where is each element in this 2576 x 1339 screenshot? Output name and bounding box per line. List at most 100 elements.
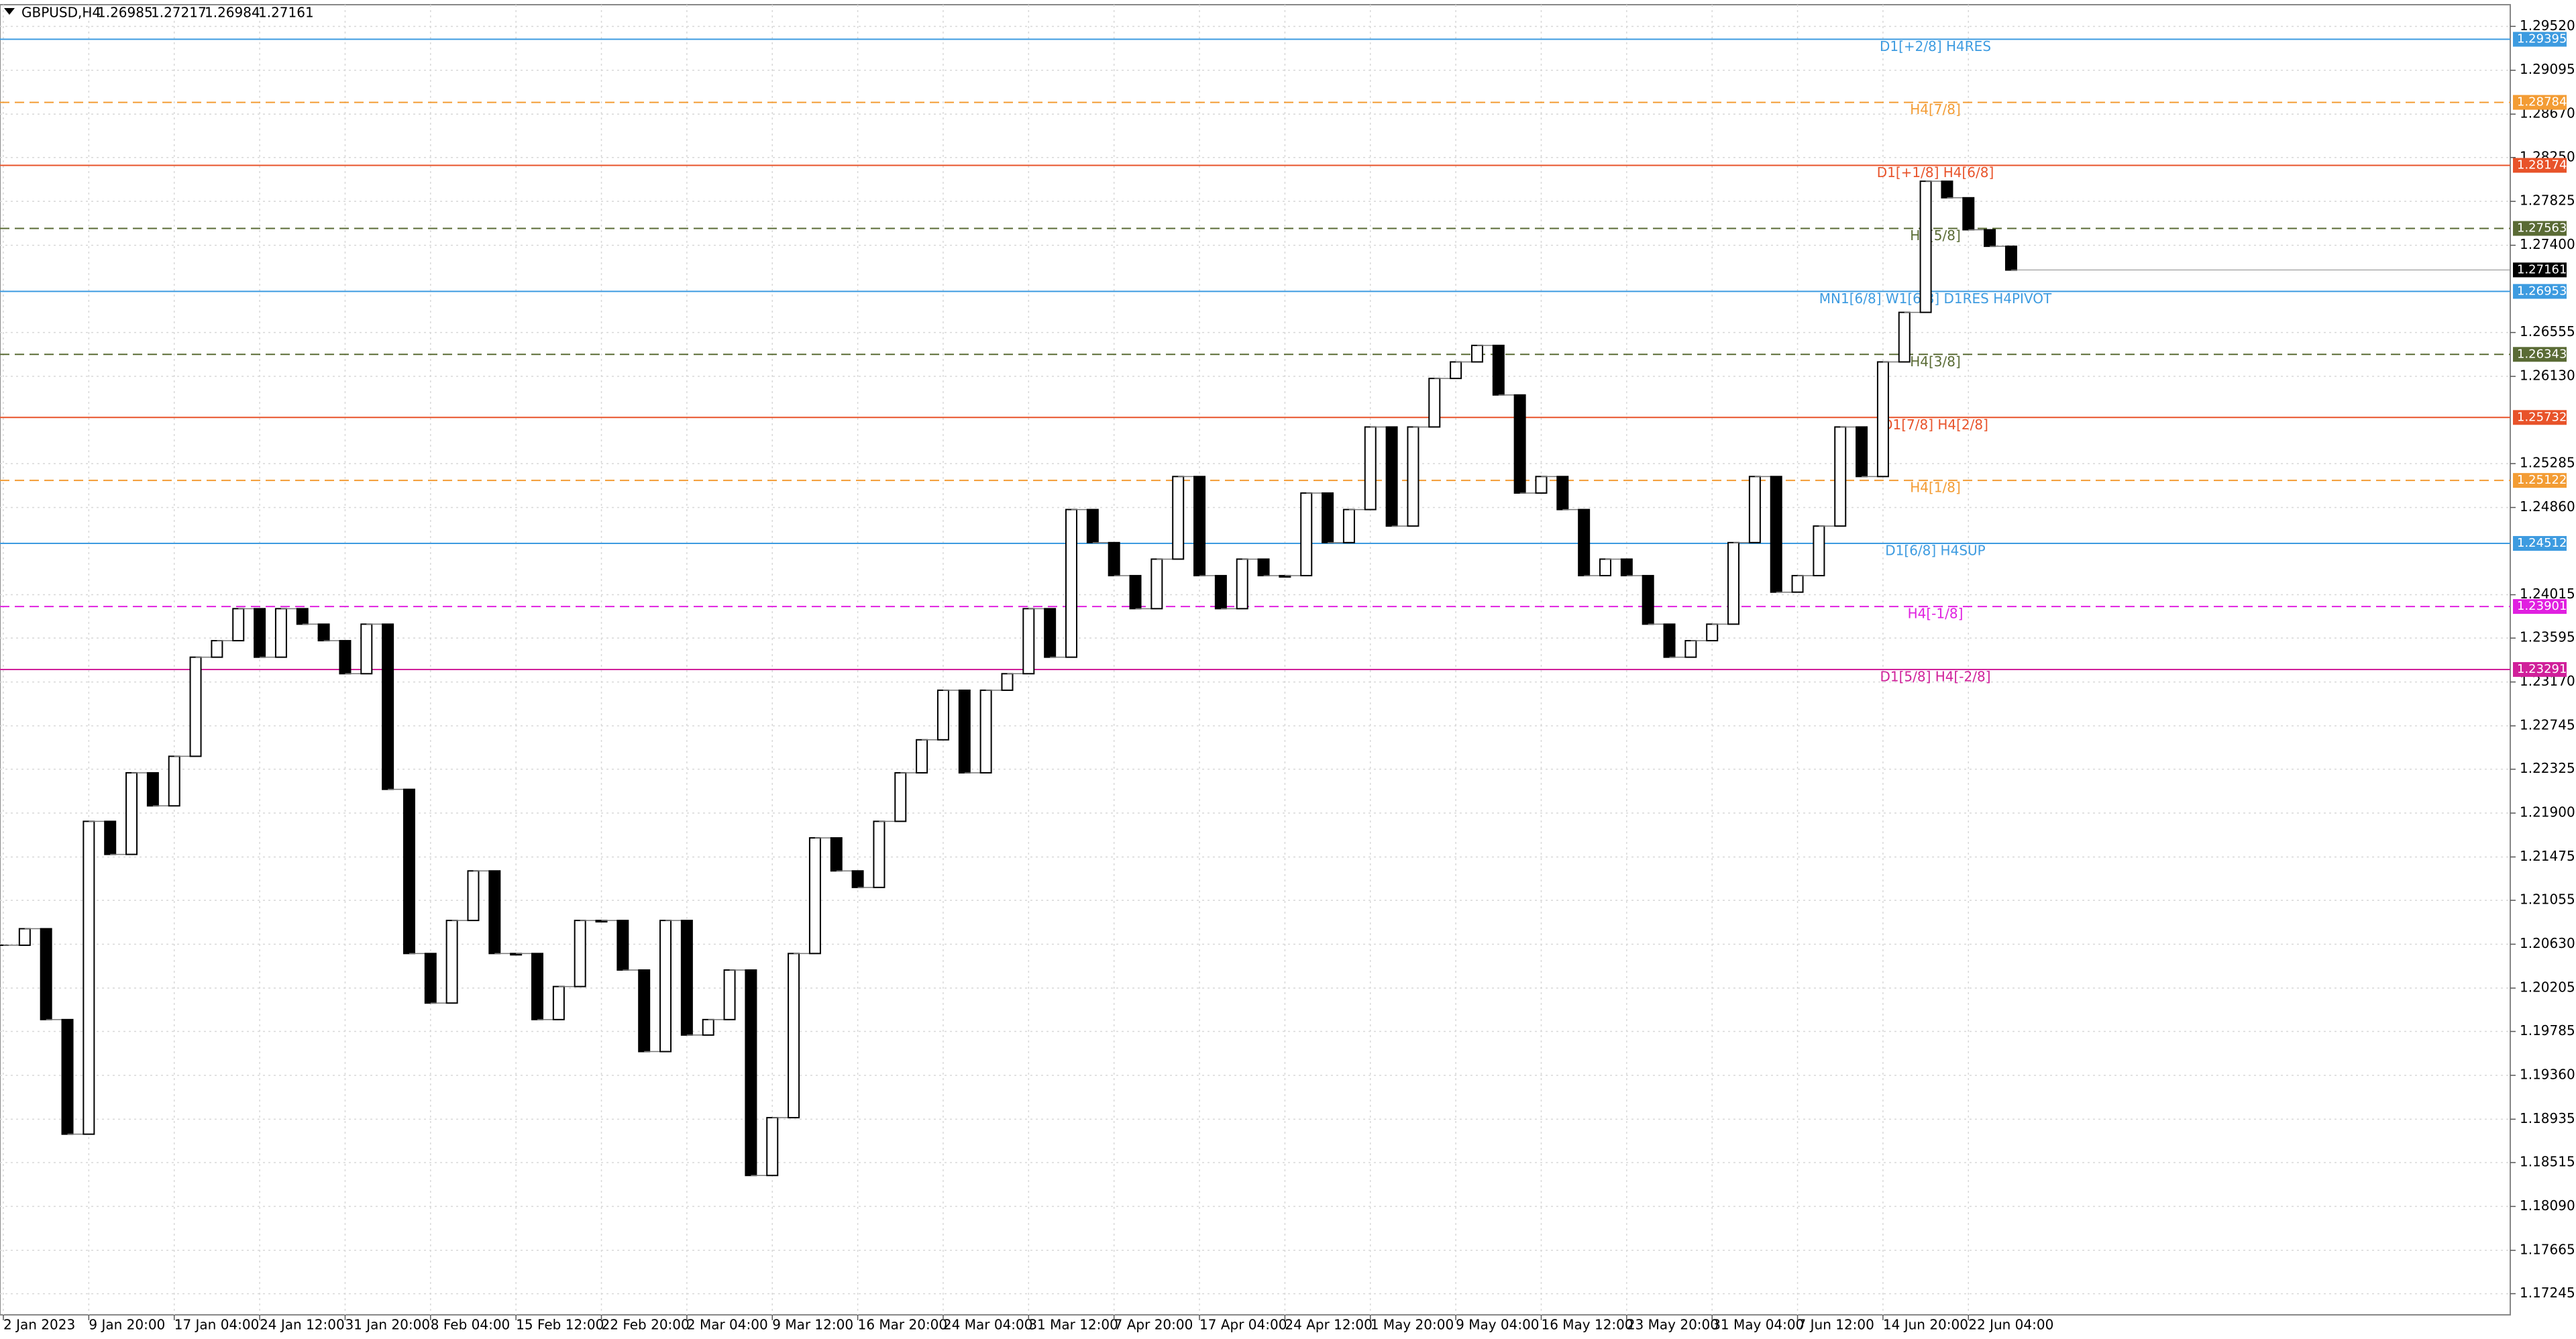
level-label: D1[+1/8] H4[6/8] xyxy=(1877,164,1994,180)
candle xyxy=(1022,608,1035,675)
x-tick-label: 16 May 12:00 xyxy=(1541,1317,1633,1333)
price-box-label: 1.24512 xyxy=(2517,536,2567,550)
candle xyxy=(1684,640,1697,658)
price-box xyxy=(2513,473,2567,488)
x-tick-label: 2 Jan 2023 xyxy=(3,1317,75,1333)
candle xyxy=(1898,311,1911,363)
candle xyxy=(1364,426,1377,511)
price-box-label: 1.25122 xyxy=(2517,473,2567,487)
level-label: H4[7/8] xyxy=(1910,101,1961,117)
level-label: MN1[6/8] W1[6/8] D1RES H4PIVOT xyxy=(1819,290,2052,307)
price-box-label: 1.25732 xyxy=(2517,410,2567,424)
candle xyxy=(360,623,373,675)
candle xyxy=(2004,246,2017,271)
candle xyxy=(232,608,245,642)
price-box-label: 1.23291 xyxy=(2517,662,2567,676)
level-label: D1[+2/8] H4RES xyxy=(1880,38,1991,54)
candle xyxy=(979,689,992,774)
candle xyxy=(1108,541,1120,577)
candle xyxy=(1535,476,1548,494)
current-price-label: 1.27161 xyxy=(2517,262,2567,276)
candle xyxy=(1236,558,1248,610)
x-tick-label: 1 May 20:00 xyxy=(1371,1317,1454,1333)
candle xyxy=(1791,575,1804,593)
candle xyxy=(680,920,693,1036)
y-tick-label: 1.27400 xyxy=(2520,236,2575,252)
candle xyxy=(467,870,480,922)
price-box xyxy=(2513,158,2567,173)
candle xyxy=(916,739,928,774)
ohlc-open: 1.26985 xyxy=(97,5,153,21)
y-tick-label: 1.24015 xyxy=(2520,586,2575,602)
y-tick-label: 1.23595 xyxy=(2520,629,2575,645)
y-tick-label: 1.20630 xyxy=(2520,935,2575,951)
candle xyxy=(189,656,202,757)
candle xyxy=(1086,508,1099,543)
candle xyxy=(1450,361,1462,380)
candle xyxy=(317,623,330,642)
candle xyxy=(766,1117,779,1177)
candle xyxy=(745,969,757,1177)
y-tick-label: 1.19785 xyxy=(2520,1022,2575,1038)
price-box-label: 1.28174 xyxy=(2517,158,2567,172)
price-box-label: 1.26343 xyxy=(2517,347,2567,361)
y-tick-label: 1.18935 xyxy=(2520,1110,2575,1126)
candle xyxy=(1663,623,1676,658)
candle xyxy=(40,928,52,1020)
candle xyxy=(958,689,971,774)
price-box xyxy=(2513,599,2567,614)
level-label: H4[-1/8] xyxy=(1908,606,1964,622)
candle xyxy=(659,920,672,1053)
y-tick-label: 1.17665 xyxy=(2520,1241,2575,1257)
candle xyxy=(1342,508,1355,543)
y-tick-label: 1.25285 xyxy=(2520,455,2575,471)
candle xyxy=(1129,575,1142,610)
price-box-label: 1.29395 xyxy=(2517,32,2567,46)
candle xyxy=(1001,673,1014,691)
y-tick-label: 1.21475 xyxy=(2520,848,2575,864)
x-tick-label: 24 Apr 12:00 xyxy=(1285,1317,1372,1333)
x-tick-label: 15 Feb 12:00 xyxy=(516,1317,604,1333)
candle xyxy=(1407,426,1419,527)
candle xyxy=(1599,558,1611,577)
x-tick-label: 7 Jun 12:00 xyxy=(1798,1317,1874,1333)
x-tick-label: 17 Jan 04:00 xyxy=(174,1317,260,1333)
candle xyxy=(638,969,651,1053)
candle xyxy=(1193,476,1206,577)
candle xyxy=(168,755,180,807)
candle xyxy=(1856,426,1868,478)
x-tick-label: 22 Feb 20:00 xyxy=(602,1317,690,1333)
candle xyxy=(1706,623,1719,642)
candle xyxy=(83,820,95,1135)
candle xyxy=(1556,476,1569,511)
y-tick-label: 1.24860 xyxy=(2520,498,2575,515)
candle xyxy=(808,837,821,955)
level-label: H4[1/8] xyxy=(1910,480,1961,496)
y-tick-label: 1.19360 xyxy=(2520,1066,2575,1082)
candle xyxy=(424,953,437,1004)
candle xyxy=(1044,608,1057,658)
ohlc-low: 1.26984 xyxy=(205,5,260,21)
price-box-label: 1.26953 xyxy=(2517,284,2567,298)
price-box xyxy=(2513,410,2567,425)
candle xyxy=(402,788,415,955)
candle xyxy=(616,920,629,971)
y-tick-label: 1.26555 xyxy=(2520,323,2575,339)
x-tick-label: 22 Jun 04:00 xyxy=(1968,1317,2053,1333)
candle xyxy=(1470,344,1483,363)
level-label: D1[6/8] H4SUP xyxy=(1885,543,1985,559)
candle xyxy=(1620,558,1633,577)
y-tick-label: 1.18090 xyxy=(2520,1197,2575,1214)
candle xyxy=(1172,476,1185,560)
candle xyxy=(1257,558,1270,577)
candle xyxy=(788,953,800,1119)
candle xyxy=(1513,394,1526,494)
y-tick-label: 1.21900 xyxy=(2520,804,2575,820)
candle xyxy=(894,772,907,822)
candle xyxy=(873,820,885,888)
candle xyxy=(1876,361,1889,478)
candle xyxy=(552,985,565,1020)
candle xyxy=(1428,378,1441,428)
candle xyxy=(104,820,117,855)
